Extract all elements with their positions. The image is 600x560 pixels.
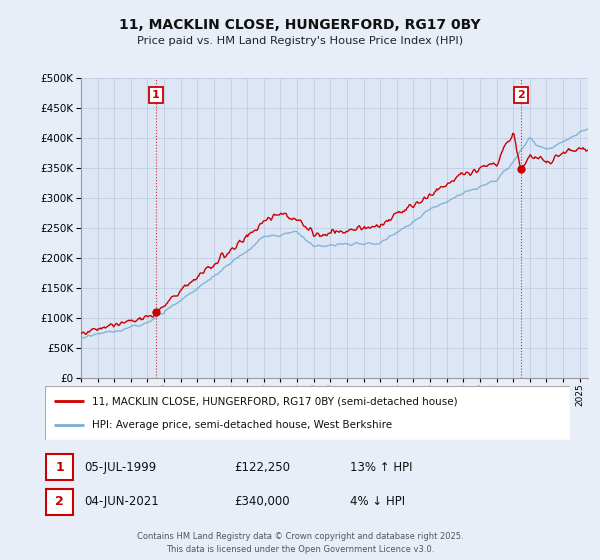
Text: £340,000: £340,000 <box>234 496 290 508</box>
Text: HPI: Average price, semi-detached house, West Berkshire: HPI: Average price, semi-detached house,… <box>92 420 392 430</box>
Text: £122,250: £122,250 <box>234 461 290 474</box>
Text: 13% ↑ HPI: 13% ↑ HPI <box>349 461 412 474</box>
Text: 05-JUL-1999: 05-JUL-1999 <box>85 461 157 474</box>
Text: 1: 1 <box>55 461 64 474</box>
Text: 2: 2 <box>55 496 64 508</box>
Text: 11, MACKLIN CLOSE, HUNGERFORD, RG17 0BY (semi-detached house): 11, MACKLIN CLOSE, HUNGERFORD, RG17 0BY … <box>92 396 458 407</box>
Bar <box>46 489 73 515</box>
Text: 2: 2 <box>517 90 524 100</box>
Text: 4% ↓ HPI: 4% ↓ HPI <box>349 496 404 508</box>
Text: 04-JUN-2021: 04-JUN-2021 <box>85 496 159 508</box>
Bar <box>46 454 73 480</box>
Text: 11, MACKLIN CLOSE, HUNGERFORD, RG17 0BY: 11, MACKLIN CLOSE, HUNGERFORD, RG17 0BY <box>119 18 481 32</box>
Text: Price paid vs. HM Land Registry's House Price Index (HPI): Price paid vs. HM Land Registry's House … <box>137 36 463 46</box>
Text: 1: 1 <box>152 90 160 100</box>
Text: Contains HM Land Registry data © Crown copyright and database right 2025.
This d: Contains HM Land Registry data © Crown c… <box>137 532 463 554</box>
